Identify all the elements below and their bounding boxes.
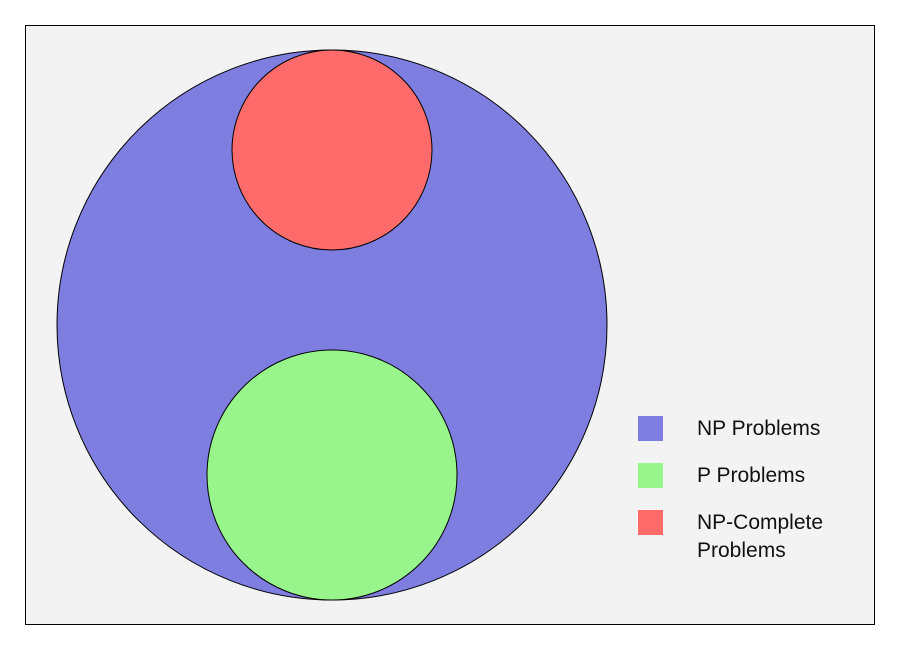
p-problems-circle (206, 349, 458, 601)
legend-label-np-complete: NP-Complete Problems (697, 511, 824, 562)
legend-item-np-complete: NP-Complete Problems (638, 509, 878, 562)
legend-item-p: P Problems (638, 462, 878, 509)
legend-swatch-np-complete (638, 510, 663, 535)
legend-label-p: P Problems (697, 464, 806, 487)
legend: NP Problems P Problems NP-Complete Probl… (638, 415, 878, 562)
legend-swatch-np (638, 416, 663, 441)
legend-item-np: NP Problems (638, 415, 878, 462)
legend-swatch-p (638, 463, 663, 488)
legend-label-np: NP Problems (697, 417, 821, 440)
np-complete-problems-circle (231, 49, 433, 251)
